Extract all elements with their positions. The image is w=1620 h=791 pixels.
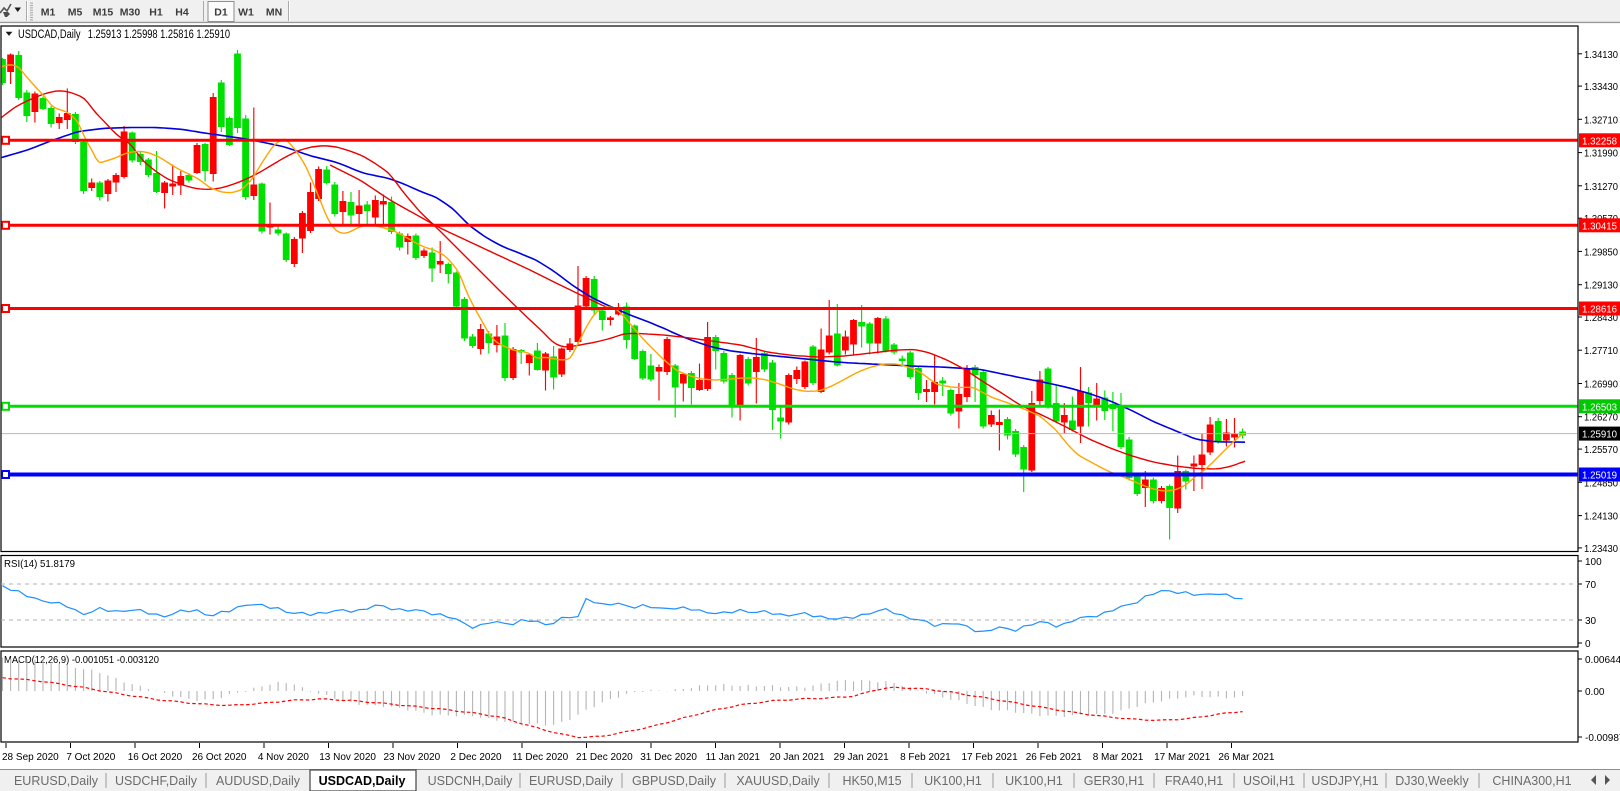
svg-text:RSI(14) 51.8179: RSI(14) 51.8179 (4, 558, 75, 570)
svg-text:EURUSD,Daily: EURUSD,Daily (14, 774, 99, 788)
svg-text:EURUSD,Daily: EURUSD,Daily (529, 774, 614, 788)
svg-text:M30: M30 (120, 7, 141, 19)
svg-text:26 Feb 2021: 26 Feb 2021 (1026, 752, 1083, 763)
svg-text:1.29130: 1.29130 (1584, 281, 1618, 292)
svg-text:26 Oct 2020: 26 Oct 2020 (192, 752, 247, 763)
svg-text:31 Dec 2020: 31 Dec 2020 (640, 752, 697, 763)
svg-text:USDCNH,Daily: USDCNH,Daily (428, 774, 513, 788)
svg-text:4 Nov 2020: 4 Nov 2020 (258, 752, 310, 763)
svg-text:1.25019: 1.25019 (1582, 471, 1617, 482)
svg-text:0.00: 0.00 (1585, 687, 1605, 698)
svg-text:8 Feb 2021: 8 Feb 2021 (900, 752, 951, 763)
svg-text:1.26503: 1.26503 (1582, 402, 1617, 413)
svg-text:0: 0 (1585, 639, 1591, 650)
svg-text:1.27710: 1.27710 (1584, 346, 1618, 357)
svg-text:100: 100 (1585, 557, 1602, 568)
svg-text:1.32258: 1.32258 (1582, 136, 1617, 147)
svg-text:1.25570: 1.25570 (1584, 445, 1618, 456)
svg-text:1.31270: 1.31270 (1584, 182, 1618, 193)
svg-text:DJ30,Weekly: DJ30,Weekly (1395, 774, 1469, 788)
svg-text:16 Oct 2020: 16 Oct 2020 (128, 752, 183, 763)
svg-text:W1: W1 (238, 7, 254, 19)
svg-text:M5: M5 (68, 7, 83, 19)
svg-text:70: 70 (1585, 580, 1597, 591)
svg-text:MN: MN (266, 7, 282, 19)
svg-text:D1: D1 (214, 7, 228, 19)
svg-text:17 Mar 2021: 17 Mar 2021 (1154, 752, 1211, 763)
svg-text:USDJPY,H1: USDJPY,H1 (1311, 774, 1378, 788)
svg-text:1.23430: 1.23430 (1584, 544, 1618, 555)
svg-text:1.29850: 1.29850 (1584, 247, 1618, 258)
svg-text:11 Dec 2020: 11 Dec 2020 (512, 752, 568, 763)
svg-text:HK50,M15: HK50,M15 (842, 774, 901, 788)
svg-text:1.24850: 1.24850 (1584, 478, 1618, 489)
svg-text:UK100,H1: UK100,H1 (1005, 774, 1063, 788)
svg-text:13 Nov 2020: 13 Nov 2020 (319, 752, 376, 763)
svg-text:21 Dec 2020: 21 Dec 2020 (576, 752, 633, 763)
svg-text:1.26270: 1.26270 (1584, 413, 1618, 424)
svg-text:11 Jan 2021: 11 Jan 2021 (706, 752, 761, 763)
svg-text:1.25910: 1.25910 (1582, 430, 1617, 441)
svg-text:GER30,H1: GER30,H1 (1084, 774, 1144, 788)
svg-text:8 Mar 2021: 8 Mar 2021 (1093, 752, 1144, 763)
svg-text:29 Jan 2021: 29 Jan 2021 (834, 752, 889, 763)
svg-text:UK100,H1: UK100,H1 (924, 774, 982, 788)
svg-text:20 Jan 2021: 20 Jan 2021 (769, 752, 824, 763)
svg-text:1.34130: 1.34130 (1584, 50, 1618, 61)
svg-text:26 Mar 2021: 26 Mar 2021 (1218, 752, 1275, 763)
svg-text:1.28616: 1.28616 (1582, 305, 1617, 316)
svg-text:7 Oct 2020: 7 Oct 2020 (66, 752, 115, 763)
svg-text:XAUUSD,Daily: XAUUSD,Daily (736, 774, 820, 788)
svg-text:1.30415: 1.30415 (1582, 221, 1617, 232)
svg-text:H1: H1 (149, 7, 163, 19)
svg-text:1.31990: 1.31990 (1584, 149, 1618, 160)
svg-text:FRA40,H1: FRA40,H1 (1165, 774, 1223, 788)
svg-text:2 Dec 2020: 2 Dec 2020 (450, 752, 502, 763)
svg-text:1.26990: 1.26990 (1584, 380, 1618, 391)
svg-text:M15: M15 (93, 7, 114, 19)
svg-text:1.33430: 1.33430 (1584, 82, 1618, 93)
svg-text:1.28430: 1.28430 (1584, 313, 1618, 324)
svg-text:0.006444: 0.006444 (1585, 655, 1620, 666)
svg-text:1.24130: 1.24130 (1584, 512, 1618, 523)
svg-text:USDCHF,Daily: USDCHF,Daily (115, 774, 198, 788)
svg-text:-0.009871: -0.009871 (1585, 733, 1620, 744)
svg-text:17 Feb 2021: 17 Feb 2021 (962, 752, 1019, 763)
svg-text:USDCAD,Daily 1.25913 1.25998: USDCAD,Daily 1.25913 1.25998 1.25816 1.2… (18, 29, 230, 41)
svg-text:M1: M1 (41, 7, 56, 19)
svg-text:30: 30 (1585, 616, 1597, 627)
svg-text:H4: H4 (175, 7, 189, 19)
svg-text:USOil,H1: USOil,H1 (1243, 774, 1295, 788)
svg-text:GBPUSD,Daily: GBPUSD,Daily (632, 774, 717, 788)
svg-text:1.32710: 1.32710 (1584, 115, 1618, 126)
svg-text:AUDUSD,Daily: AUDUSD,Daily (216, 774, 301, 788)
svg-text:23 Nov 2020: 23 Nov 2020 (383, 752, 440, 763)
svg-text:28 Sep 2020: 28 Sep 2020 (2, 752, 59, 763)
svg-text:CHINA300,H1: CHINA300,H1 (1492, 774, 1571, 788)
svg-text:USDCAD,Daily: USDCAD,Daily (319, 774, 406, 788)
